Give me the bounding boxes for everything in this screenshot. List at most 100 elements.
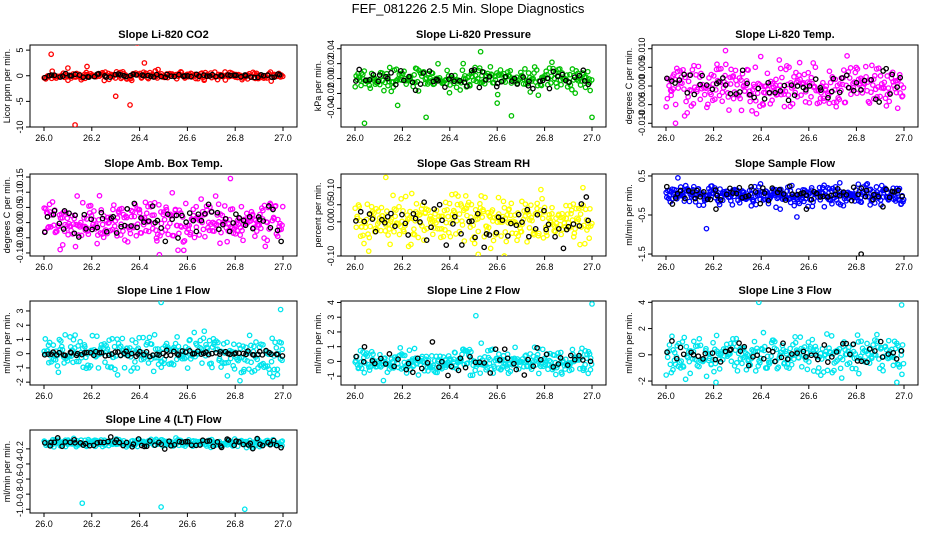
data-point [55,223,62,230]
data-point [165,231,172,238]
data-point [356,203,363,210]
data-point [836,96,843,103]
data-point [214,439,221,445]
plot-title: Slope Line 4 (LT) Flow [106,414,222,426]
data-point [873,184,880,190]
data-point [446,89,453,96]
data-point [704,104,710,111]
data-point [858,87,864,93]
page-title: FEF_081226 2.5 Min. Slope Diagnostics [351,1,585,16]
data-point [143,227,149,234]
data-point [80,364,86,371]
data-point [794,214,800,220]
data-point [224,339,230,346]
data-point [537,78,544,85]
data-point [186,210,193,216]
data-point [399,211,405,218]
x-tick-label: 26.0 [657,133,675,143]
data-point [699,72,706,79]
data-point [274,351,281,358]
data-point [733,190,740,197]
data-point [360,358,367,365]
data-point [501,253,508,256]
data-point [279,346,286,353]
data-point [258,225,264,232]
data-point [499,217,506,224]
x-tick-label: 26.4 [441,391,459,401]
data-point [146,334,153,341]
data-point [866,100,873,106]
data-point [864,359,870,366]
data-point [744,351,751,358]
x-tick-label: 26.2 [394,391,412,401]
data-point [253,228,260,234]
data-point [711,96,718,103]
data-point [588,77,595,83]
data-point [483,231,490,237]
data-point [143,210,150,217]
data-point [697,342,704,349]
data-point [384,75,391,82]
data-point [164,211,171,218]
data-point [135,45,140,46]
data-point [843,340,850,347]
data-point [849,365,856,372]
data-point [751,94,757,101]
data-point [739,360,745,367]
data-point [714,192,720,199]
data-point [858,251,865,256]
data-point [181,237,188,244]
plot-panel: Slope Gas Stream RH percent per min. 26.0 2… [313,158,607,272]
data-point [519,219,525,225]
data-point [175,247,181,254]
y-tick-label: -0.05 [15,228,25,249]
data-point [48,72,55,78]
data-point [549,204,555,211]
data-point [879,362,886,369]
data-point [508,200,515,207]
y-tick-label: -0.6 [15,471,25,487]
y-tick-label: 4 [326,300,336,305]
data-point [379,216,385,223]
data-point [442,84,448,90]
data-point [771,338,778,345]
y-tick-label: 0.05 [15,199,25,217]
data-point [803,206,810,212]
data-point [269,335,276,342]
data-point [105,363,111,370]
data-point [741,189,747,196]
data-point [496,72,502,79]
data-point [859,90,866,96]
y-tick-label: 0 [326,359,336,364]
y-axis-label: percent per min. [313,182,323,247]
data-point [806,80,813,87]
data-point [578,201,585,207]
data-point [273,442,280,449]
data-point [709,350,716,356]
data-point [808,74,815,81]
data-point [797,334,804,340]
data-point [60,226,67,232]
data-point [864,340,870,347]
data-point [569,86,575,93]
data-point [573,205,579,212]
data-point [866,360,873,366]
y-axis-label: ml/min per min. [313,312,323,374]
data-point [892,195,899,202]
data-point [131,213,138,220]
data-point [788,82,795,89]
plot-panel: Slope Line 1 Flow ml/min per min. 26.0 26.2… [2,285,298,401]
data-point [685,78,692,85]
data-point [688,87,695,94]
x-tick-label: 26.4 [131,519,149,529]
data-point [204,438,210,445]
data-point [861,77,868,84]
x-tick-label: 27.0 [583,391,601,401]
data-point [589,301,595,307]
data-point [546,85,553,92]
data-point [850,341,857,348]
data-point [81,344,88,350]
data-point [541,207,547,214]
data-point [664,354,671,361]
data-point [67,334,73,340]
